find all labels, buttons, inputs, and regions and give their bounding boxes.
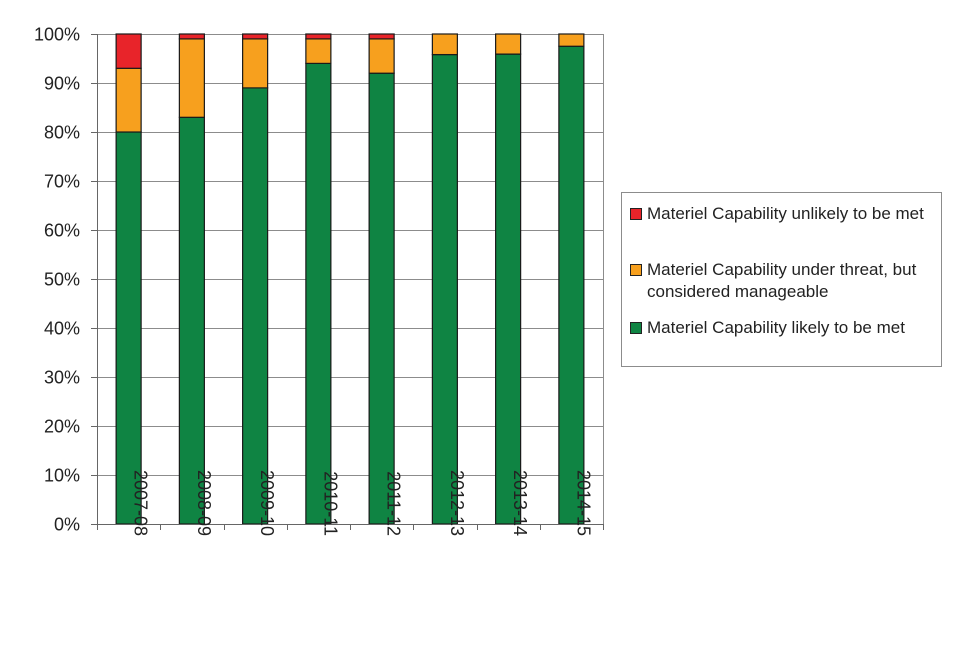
bar-segment-likely — [178, 116, 205, 525]
legend-item: Materiel Capability likely to be met — [630, 317, 942, 339]
x-tick-label: 2009-10 — [257, 470, 277, 536]
x-tick-label: 2013-14 — [510, 470, 530, 536]
axes: 0% 10% 20% 30% 40% 50% 60% 70% 80% 90% 100% 2007-08… — [34, 25, 604, 536]
y-tick-label: 100% — [34, 25, 80, 45]
legend-swatch — [630, 264, 642, 276]
y-tick-label: 80% — [44, 123, 80, 143]
y-tick-label: 90% — [44, 74, 80, 94]
bar-segment-under-threat — [115, 67, 142, 133]
bar-segment-likely — [242, 87, 269, 525]
y-tick-label: 60% — [44, 221, 80, 241]
bar-segment-unlikely — [115, 33, 142, 69]
legend: Materiel Capability unlikely to be met Ma… — [621, 192, 942, 367]
legend-label: Materiel Capability under threat, but co… — [647, 260, 917, 301]
legend-item: Materiel Capability under threat, but co… — [630, 259, 942, 303]
y-tick-label: 50% — [44, 270, 80, 290]
x-tick-label: 2010-11 — [320, 471, 340, 536]
bar-segment-under-threat — [178, 38, 205, 118]
bar-segment-under-threat — [305, 38, 332, 65]
bar-segment-under-threat — [558, 33, 585, 47]
bar-segment-under-threat — [368, 38, 395, 74]
bar-segment-likely — [431, 53, 458, 525]
bar-segment-likely — [558, 45, 585, 525]
legend-label: Materiel Capability unlikely to be met — [647, 204, 924, 223]
gridlines — [97, 34, 603, 476]
x-tick-label: 2014-15 — [573, 470, 593, 536]
x-tick-label: 2008-09 — [194, 470, 214, 536]
x-tick-label: 2011-12 — [384, 471, 404, 536]
bar-segment-likely — [305, 62, 332, 525]
bar-segment-unlikely — [305, 33, 332, 40]
bars — [115, 33, 585, 525]
legend-label: Materiel Capability likely to be met — [647, 318, 905, 337]
bar-segment-unlikely — [368, 33, 395, 40]
y-tick-label: 30% — [44, 368, 80, 388]
bar-segment-unlikely — [242, 33, 269, 40]
bar-segment-unlikely — [178, 33, 205, 40]
y-tick-label: 70% — [44, 172, 80, 192]
legend-swatch — [630, 208, 642, 220]
legend-swatch — [630, 322, 642, 334]
bar-segment-likely — [368, 72, 395, 525]
y-tick-label: 0% — [54, 515, 80, 535]
bar-segment-likely — [495, 53, 522, 525]
legend-item: Materiel Capability unlikely to be met — [630, 203, 942, 225]
y-tick-label: 20% — [44, 417, 80, 437]
x-tick-label: 2007-08 — [131, 470, 151, 536]
y-tick-label: 40% — [44, 319, 80, 339]
y-tick-label: 10% — [44, 466, 80, 486]
bar-segment-under-threat — [495, 33, 522, 55]
bar-segment-under-threat — [431, 33, 458, 56]
x-tick-label: 2012-13 — [447, 470, 467, 536]
bar-segment-likely — [115, 131, 142, 525]
bar-segment-under-threat — [242, 38, 269, 89]
